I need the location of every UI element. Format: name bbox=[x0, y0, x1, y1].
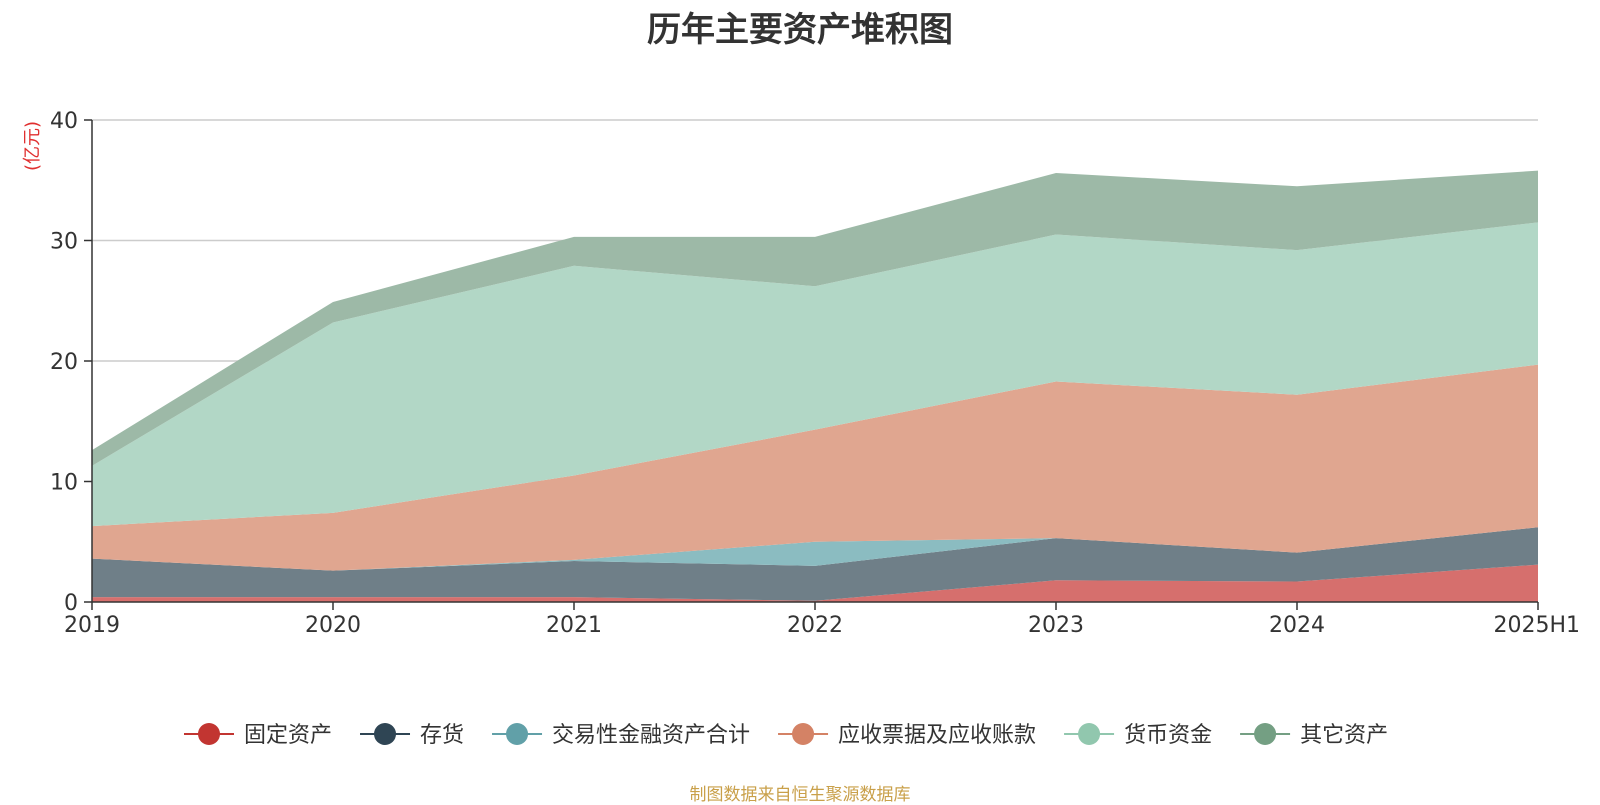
x-tick-label: 2022 bbox=[787, 613, 843, 638]
legend-item[interactable]: 交易性金融资产合计 bbox=[492, 723, 750, 748]
x-tick-label: 2021 bbox=[546, 613, 602, 638]
x-tick-label: 2020 bbox=[305, 613, 361, 638]
legend-marker bbox=[1078, 723, 1101, 745]
legend-label: 其它资产 bbox=[1300, 723, 1388, 748]
y-axis-unit-label: (亿元) bbox=[22, 121, 43, 171]
y-tick-label: 20 bbox=[50, 350, 78, 375]
stacked-areas bbox=[92, 170, 1538, 602]
area-其它资产 bbox=[92, 170, 1538, 466]
legend-item[interactable]: 存货 bbox=[360, 723, 464, 748]
legend-label: 应收票据及应收账款 bbox=[838, 723, 1036, 748]
legend-marker bbox=[374, 723, 397, 745]
y-tick-label: 40 bbox=[50, 109, 78, 134]
source-note: 制图数据来自恒生聚源数据库 bbox=[689, 785, 911, 805]
legend: 固定资产 存货 交易性金融资产合计 应收票据及应收账款 货币资金 其它资产 bbox=[184, 723, 1388, 748]
legend-item[interactable]: 固定资产 bbox=[184, 723, 332, 748]
legend-marker bbox=[1254, 723, 1277, 745]
legend-marker bbox=[198, 723, 220, 745]
area-存货 bbox=[92, 527, 1538, 601]
x-tick-label: 2019 bbox=[64, 613, 120, 638]
legend-marker bbox=[506, 723, 529, 745]
legend-item[interactable]: 其它资产 bbox=[1240, 723, 1388, 748]
legend-label: 存货 bbox=[420, 723, 464, 748]
area-货币资金 bbox=[92, 222, 1538, 527]
legend-label: 固定资产 bbox=[244, 723, 332, 748]
x-tick-label: 2025H1 bbox=[1493, 613, 1580, 638]
legend-item[interactable]: 应收票据及应收账款 bbox=[778, 723, 1036, 748]
y-tick-label: 10 bbox=[50, 471, 78, 496]
y-tick-label: 0 bbox=[64, 591, 78, 616]
x-tick-label: 2023 bbox=[1028, 613, 1084, 638]
area-交易性金融资产合计 bbox=[92, 527, 1538, 571]
legend-label: 交易性金融资产合计 bbox=[552, 723, 750, 748]
y-tick-label: 30 bbox=[50, 230, 78, 255]
legend-label: 货币资金 bbox=[1124, 723, 1212, 748]
legend-item[interactable]: 货币资金 bbox=[1064, 723, 1212, 748]
x-tick-label: 2024 bbox=[1269, 613, 1325, 638]
area-应收票据及应收账款 bbox=[92, 364, 1538, 571]
area-固定资产 bbox=[92, 564, 1538, 602]
tick-labels: 0 10 20 30 40 2019 2020 2021 2022 2023 2024 2025H1 bbox=[50, 109, 1580, 638]
chart-title: 历年主要资产堆积图 bbox=[647, 10, 953, 50]
legend-marker bbox=[792, 723, 815, 745]
